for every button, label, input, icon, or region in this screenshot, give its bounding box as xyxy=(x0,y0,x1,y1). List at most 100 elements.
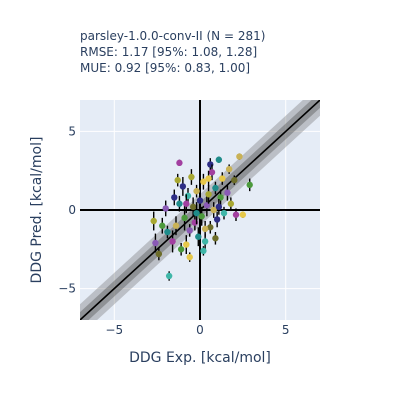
data-point-marker xyxy=(159,222,166,229)
data-point xyxy=(201,221,209,237)
data-point xyxy=(171,189,178,206)
data-point-marker xyxy=(196,197,204,204)
data-point-marker xyxy=(200,178,207,185)
y-tick-label: 5 xyxy=(68,124,76,138)
data-point-marker xyxy=(207,224,214,231)
data-point xyxy=(232,208,240,221)
data-point-marker xyxy=(177,246,185,253)
data-point-marker xyxy=(212,184,219,192)
y-tick-label: −5 xyxy=(58,282,76,296)
data-point xyxy=(159,217,166,234)
data-point xyxy=(172,216,180,236)
data-point-marker xyxy=(219,175,226,182)
data-point xyxy=(176,159,183,167)
data-point-marker xyxy=(179,183,187,190)
y-axis-title: DDG Pred. [kcal/mol] xyxy=(29,137,45,284)
data-point-marker xyxy=(183,200,190,207)
data-point-marker xyxy=(162,205,169,212)
title-line-1: parsley-1.0.0-conv-II (N = 281) xyxy=(80,29,265,43)
data-point xyxy=(205,170,212,187)
data-point-marker xyxy=(164,228,171,236)
data-point-marker xyxy=(176,159,183,167)
data-point-marker xyxy=(181,214,188,222)
data-point xyxy=(183,194,190,214)
data-point xyxy=(239,211,247,218)
data-point-marker xyxy=(195,233,202,240)
data-point-marker xyxy=(205,191,212,198)
data-point-marker xyxy=(172,222,180,229)
data-point xyxy=(164,225,171,239)
data-point xyxy=(200,246,207,256)
zero-lines xyxy=(80,100,320,320)
data-point-marker xyxy=(186,227,193,234)
data-point-marker xyxy=(174,176,181,184)
data-point xyxy=(189,197,197,217)
data-point xyxy=(215,156,223,163)
data-point-marker xyxy=(232,211,240,218)
data-point xyxy=(224,184,231,201)
data-point-marker xyxy=(165,272,173,280)
data-point xyxy=(179,177,187,196)
data-point-marker xyxy=(155,250,163,258)
data-point-marker xyxy=(210,206,217,214)
data-point xyxy=(176,195,183,212)
data-point xyxy=(219,172,226,185)
y-tick-label: 0 xyxy=(68,203,76,217)
data-point xyxy=(205,184,212,204)
data-point xyxy=(207,221,214,234)
data-point xyxy=(188,169,195,185)
data-point-marker xyxy=(193,187,200,195)
data-point xyxy=(152,233,159,253)
data-point xyxy=(186,224,193,237)
data-point xyxy=(155,247,163,261)
data-point-marker xyxy=(193,209,200,217)
data-point xyxy=(186,252,193,262)
data-point-marker xyxy=(225,165,233,173)
data-point xyxy=(246,178,253,192)
data-point xyxy=(225,164,233,174)
data-point-marker xyxy=(152,239,159,247)
data-point xyxy=(193,184,200,198)
data-point xyxy=(162,200,169,217)
data-point-marker xyxy=(201,225,209,233)
data-point xyxy=(212,232,219,245)
data-point xyxy=(215,199,223,215)
data-point-marker xyxy=(215,156,223,163)
data-point-marker xyxy=(208,169,216,176)
data-point xyxy=(236,153,243,160)
data-point-marker xyxy=(200,247,207,255)
data-point xyxy=(210,202,217,218)
data-point xyxy=(193,202,200,225)
data-point-marker xyxy=(198,213,205,220)
data-point-marker xyxy=(215,203,223,211)
x-axis-title: DDG Exp. [kcal/mol] xyxy=(129,350,271,366)
data-point-marker xyxy=(224,189,231,196)
data-point xyxy=(177,243,185,256)
tick-labels: −5 0 5 −5 0 5 xyxy=(58,124,289,337)
title-line-2: RMSE: 1.17 [95%: 1.08, 1.28] xyxy=(80,45,257,59)
data-point xyxy=(150,211,157,231)
data-point-marker xyxy=(189,203,197,211)
x-tick-label: 5 xyxy=(282,323,290,337)
data-point xyxy=(198,206,205,226)
data-points xyxy=(150,153,253,281)
data-point xyxy=(213,211,221,228)
data-point-marker xyxy=(236,153,243,160)
data-point-marker xyxy=(201,238,209,245)
data-point xyxy=(231,175,238,185)
data-point-marker xyxy=(183,241,190,248)
data-point xyxy=(174,173,181,187)
chart-title: parsley-1.0.0-conv-II (N = 281) RMSE: 1.… xyxy=(80,29,265,75)
data-point-marker xyxy=(239,211,247,218)
data-point xyxy=(165,271,173,281)
data-point xyxy=(196,192,204,209)
x-tick-label: 0 xyxy=(196,323,204,337)
data-point-marker xyxy=(169,238,176,245)
data-point xyxy=(212,181,219,195)
data-point-marker xyxy=(231,176,238,184)
x-tick-label: −5 xyxy=(105,323,123,337)
data-point-marker xyxy=(246,181,253,189)
data-point xyxy=(181,205,188,231)
title-line-3: MUE: 0.92 [95%: 0.83, 1.00] xyxy=(80,61,250,75)
